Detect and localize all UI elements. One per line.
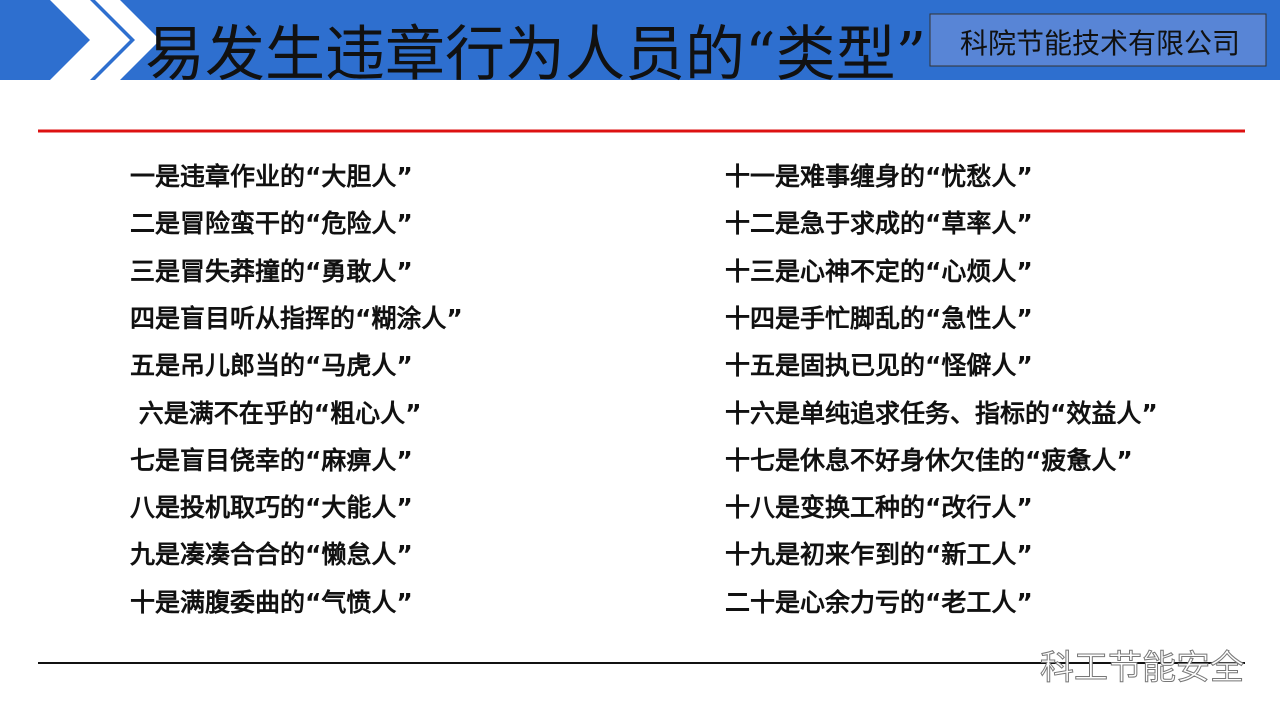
- title: 易发生违章行为人员的“类型”: [145, 20, 927, 90]
- list-item: 六是满不在乎的“粗心人”: [130, 398, 422, 428]
- chevron: [95, 0, 160, 80]
- watermark: 科工节能安全: [1040, 648, 1245, 689]
- list-item: 七是盲目侥幸的“麻痹人”: [130, 445, 413, 475]
- list-item: 十八是变换工种的“改行人”: [725, 493, 1033, 523]
- list-item: 十五是固执已见的“怪僻人”: [725, 351, 1033, 381]
- list-item: 十二是急于求成的“草率人”: [725, 209, 1033, 239]
- list-item: 一是违章作业的“大胆人”: [130, 162, 413, 191]
- list-item: 十一是难事缠身的“忧愁人”: [725, 162, 1033, 191]
- list-item: 十九是初来乍到的“新工人”: [725, 540, 1033, 570]
- list-item: 十七是休息不好身休欠佳的“疲惫人”: [725, 445, 1133, 475]
- company-box: [929, 13, 1267, 67]
- list-item: 十是满腹委曲的“气愤人”: [130, 587, 413, 617]
- list-item: 十六是单纯追求任务、指标的“效益人”: [725, 398, 1158, 428]
- list-item: 五是吊儿郎当的“马虎人”: [130, 351, 413, 381]
- list-item: 四是盲目听从指挥的“糊涂人”: [130, 303, 463, 333]
- list-item: 二是冒险蛮干的“危险人”: [130, 209, 413, 239]
- list-item: 九是凑凑合合的“懒怠人”: [130, 540, 413, 570]
- list-item: 十四是手忙脚乱的“急性人”: [725, 303, 1033, 333]
- chevron: [50, 0, 130, 80]
- list-item: 三是冒失莽撞的“勇敢人”: [130, 256, 413, 286]
- list-item: 十三是心神不定的“心烦人”: [725, 256, 1033, 286]
- list-item: 二十是心余力亏的“老工人”: [725, 587, 1033, 617]
- list-item: 八是投机取巧的“大能人”: [130, 493, 413, 523]
- company: 科院节能技术有限公司: [960, 27, 1241, 60]
